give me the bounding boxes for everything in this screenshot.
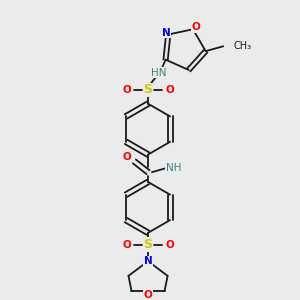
- Text: N: N: [144, 256, 152, 266]
- Text: O: O: [122, 239, 131, 250]
- Text: CH₃: CH₃: [233, 41, 251, 51]
- Text: HN: HN: [151, 68, 167, 78]
- Text: NH: NH: [166, 163, 181, 173]
- Text: O: O: [165, 85, 174, 95]
- Text: O: O: [191, 22, 200, 32]
- Text: O: O: [122, 152, 131, 161]
- Text: N: N: [162, 28, 171, 38]
- Text: O: O: [122, 85, 131, 95]
- Text: O: O: [165, 239, 174, 250]
- Text: O: O: [144, 290, 152, 300]
- Text: S: S: [143, 83, 152, 97]
- Text: S: S: [143, 238, 152, 251]
